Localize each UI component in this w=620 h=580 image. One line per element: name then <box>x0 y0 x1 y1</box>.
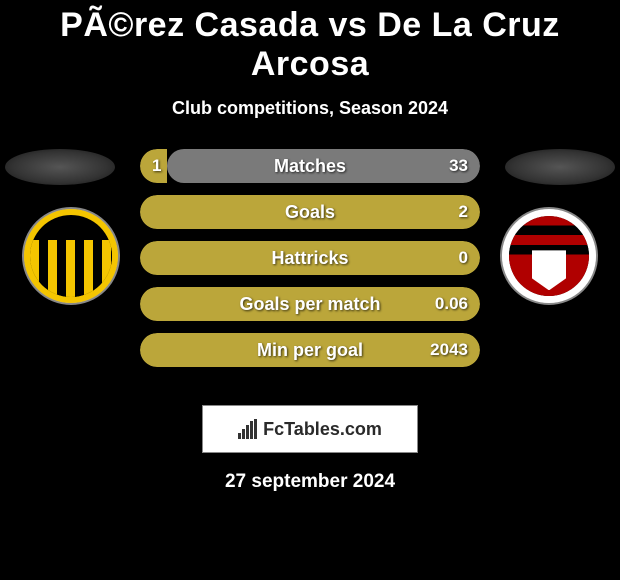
page-title: PÃ©rez Casada vs De La Cruz Arcosa <box>0 0 620 84</box>
date-line: 27 september 2024 <box>0 471 620 493</box>
stat-label: Min per goal <box>140 340 480 361</box>
stats-area: 1 Matches 33 Goals 2 Hattricks 0 Goals p… <box>0 149 620 389</box>
stat-row-min-per-goal: Min per goal 2043 <box>140 333 480 367</box>
brand-text: FcTables.com <box>263 419 382 440</box>
brand-box[interactable]: FcTables.com <box>202 405 418 453</box>
player-right-silhouette <box>505 149 615 185</box>
stat-label: Goals <box>140 202 480 223</box>
stat-label: Matches <box>140 156 480 177</box>
club-logo-left <box>22 207 120 305</box>
stat-bars: 1 Matches 33 Goals 2 Hattricks 0 Goals p… <box>140 149 480 379</box>
penarol-badge <box>24 209 118 303</box>
stat-value-right: 33 <box>449 156 468 176</box>
stat-value-right: 0 <box>459 248 468 268</box>
stat-row-goals-per-match: Goals per match 0.06 <box>140 287 480 321</box>
player-left-silhouette <box>5 149 115 185</box>
stat-value-right: 0.06 <box>435 294 468 314</box>
stat-row-goals: Goals 2 <box>140 195 480 229</box>
club-logo-right <box>500 207 598 305</box>
fctables-icon <box>238 419 257 439</box>
stat-value-right: 2 <box>459 202 468 222</box>
stat-label: Goals per match <box>140 294 480 315</box>
stat-label: Hattricks <box>140 248 480 269</box>
stat-row-hattricks: Hattricks 0 <box>140 241 480 275</box>
stat-row-matches: 1 Matches 33 <box>140 149 480 183</box>
comparison-card: PÃ©rez Casada vs De La Cruz Arcosa Club … <box>0 0 620 493</box>
competition-subtitle: Club competitions, Season 2024 <box>0 98 620 119</box>
stat-value-right: 2043 <box>430 340 468 360</box>
flamengo-badge <box>502 209 596 303</box>
